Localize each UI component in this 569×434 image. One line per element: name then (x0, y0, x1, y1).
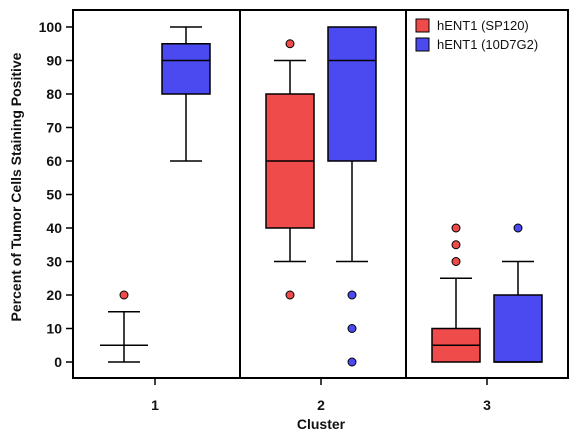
y-tick-label: 80 (46, 86, 62, 102)
series-1-cluster-1-outlier (119, 290, 129, 300)
y-tick-label: 90 (46, 53, 62, 69)
legend-label-2: hENT1 (10D7G2) (437, 37, 538, 52)
series-1-cluster-3-outlier (451, 257, 461, 266)
legend-swatch-2 (415, 37, 430, 52)
y-tick-label: 50 (46, 187, 62, 203)
x-axis-title: Cluster (297, 416, 346, 432)
series-1-cluster-3-outlier (451, 223, 461, 233)
y-tick-label: 70 (46, 120, 62, 136)
y-tick-label: 60 (46, 153, 62, 169)
y-tick-label: 20 (46, 287, 62, 303)
series-2-cluster-2-outlier (347, 324, 357, 333)
y-tick-label: 0 (54, 354, 62, 370)
series-1-cluster-3-outlier (451, 240, 461, 250)
series-2-cluster-3-outlier (513, 223, 523, 233)
x-tick-label: 1 (151, 397, 159, 413)
series-2-cluster-2-outlier (347, 357, 357, 367)
y-tick-label: 10 (46, 321, 62, 337)
y-tick-label: 100 (39, 19, 63, 35)
series-1-cluster-2-outlier (285, 290, 295, 300)
series-2-cluster-3-box (493, 294, 543, 363)
y-axis-title: Percent of Tumor Cells Staining Positive (8, 52, 24, 321)
y-tick-label: 30 (46, 254, 62, 270)
x-tick-label: 3 (483, 397, 491, 413)
series-2-cluster-1-box (161, 43, 211, 95)
x-tick-label: 2 (317, 397, 325, 413)
plot-marks: 0 10 20 30 40 50 60 70 80 90 100 1 2 3 hENT1 (SP120) hE… (39, 9, 569, 413)
y-tick-label: 40 (46, 220, 62, 236)
legend-label-1: hENT1 (SP120) (437, 18, 529, 33)
legend-swatch-1 (415, 18, 430, 33)
series-2-cluster-2-box (327, 26, 377, 162)
series-2-cluster-2-outlier (347, 290, 357, 300)
series-1-cluster-2-outlier (285, 39, 295, 49)
